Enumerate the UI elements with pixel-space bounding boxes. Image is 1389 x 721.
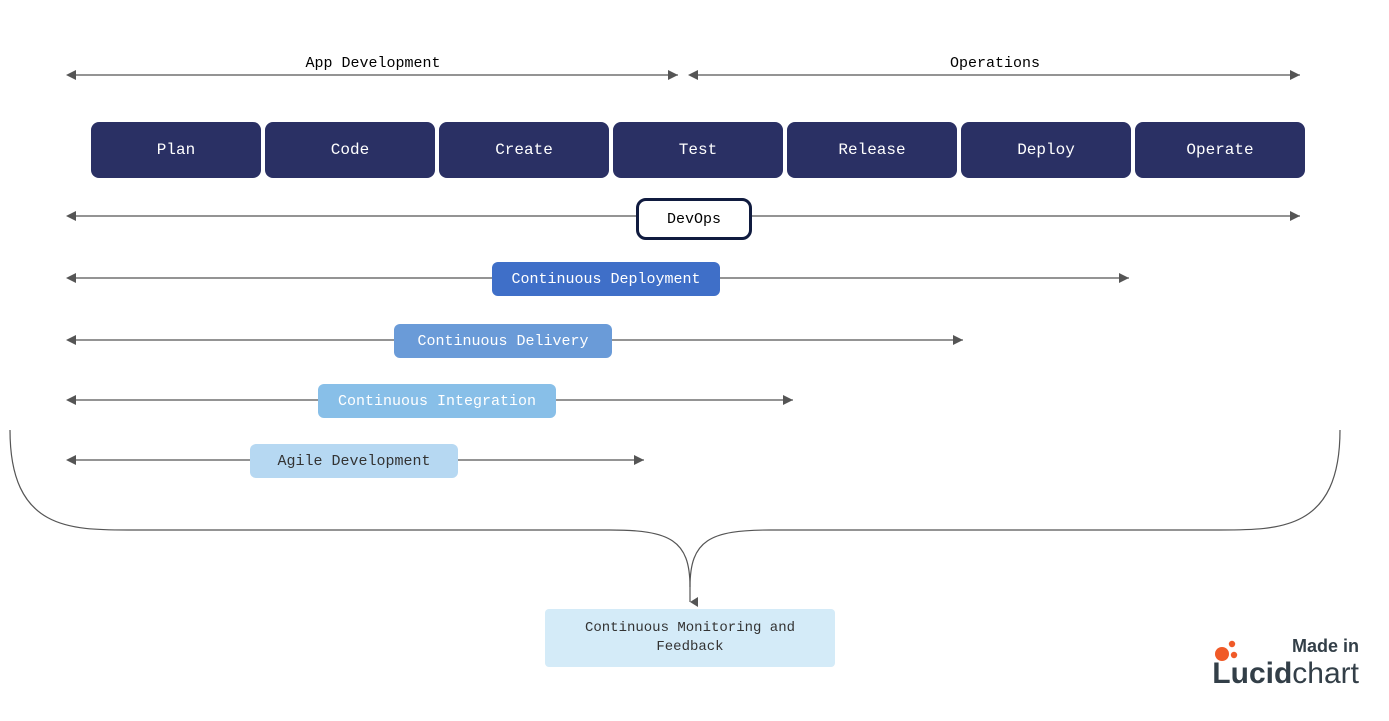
phase-test: Test bbox=[613, 122, 783, 178]
header-app-development: App Development bbox=[305, 55, 440, 72]
phase-deploy: Deploy bbox=[961, 122, 1131, 178]
range-devops: DevOps bbox=[636, 198, 752, 240]
range-cdeliv: Continuous Delivery bbox=[394, 324, 612, 358]
phase-create: Create bbox=[439, 122, 609, 178]
range-ci: Continuous Integration bbox=[318, 384, 556, 418]
phase-code: Code bbox=[265, 122, 435, 178]
phase-release: Release bbox=[787, 122, 957, 178]
lucidchart-watermark: Made in Lucidchart bbox=[1212, 636, 1359, 691]
range-cdeploy: Continuous Deployment bbox=[492, 262, 720, 296]
lucidchart-logo-icon bbox=[1212, 636, 1240, 664]
brace-right bbox=[690, 430, 1340, 587]
header-operations: Operations bbox=[950, 55, 1040, 72]
phase-operate: Operate bbox=[1135, 122, 1305, 178]
watermark-brand: Lucidchart bbox=[1212, 657, 1359, 691]
phase-plan: Plan bbox=[91, 122, 261, 178]
range-agile: Agile Development bbox=[250, 444, 458, 478]
feedback-box: Continuous Monitoring and Feedback bbox=[545, 609, 835, 667]
